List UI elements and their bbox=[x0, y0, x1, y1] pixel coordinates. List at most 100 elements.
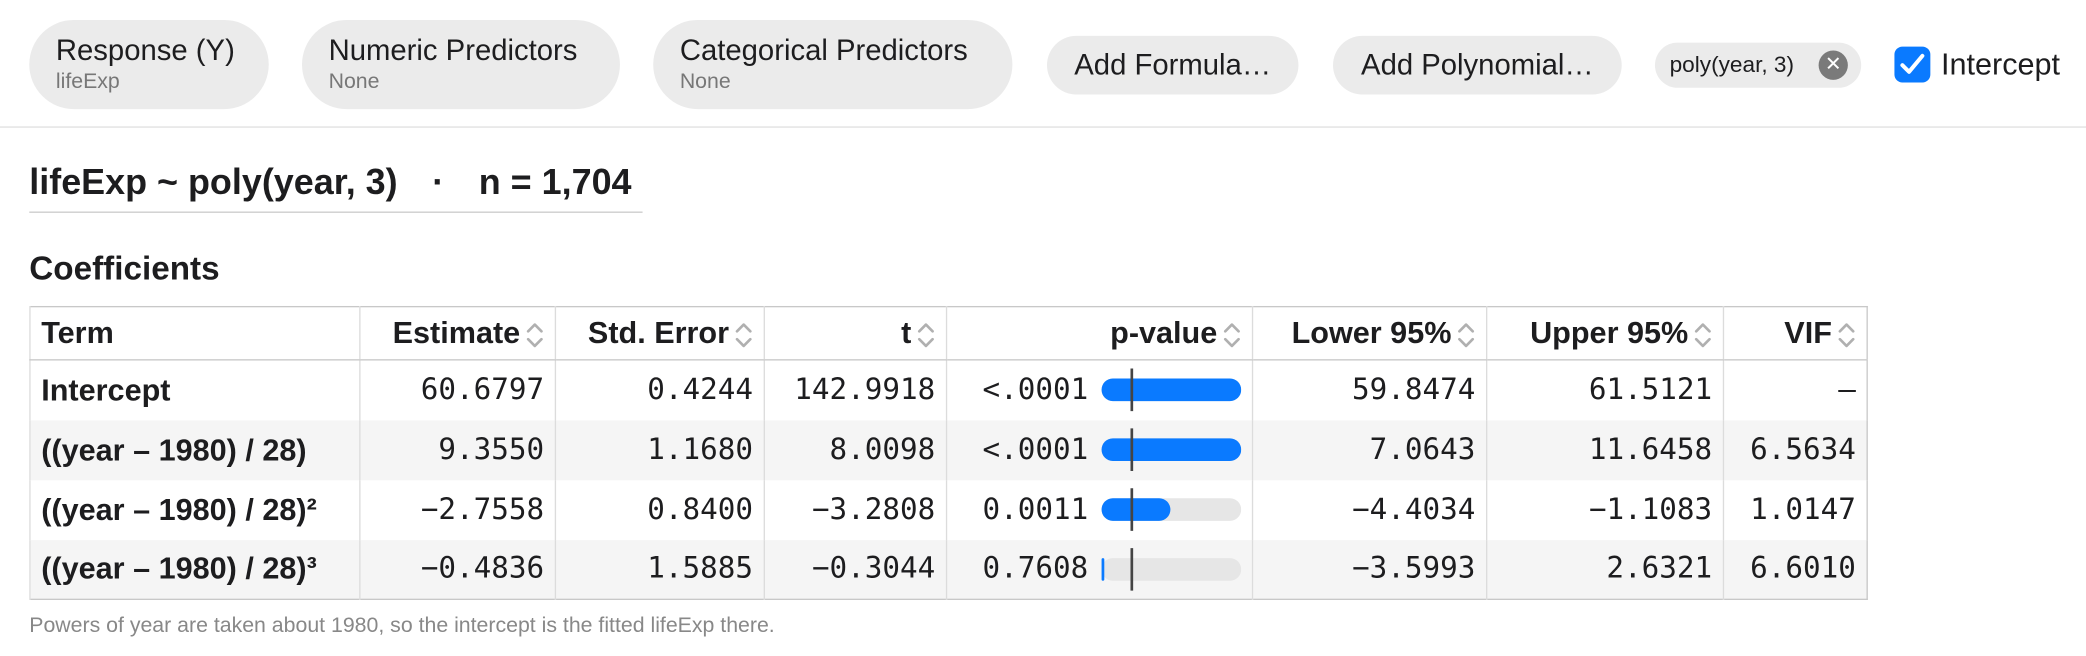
table-row: ((year – 1980) / 28)² −2.7558 0.8400 −3.280… bbox=[29, 479, 1868, 540]
cell-text: 6.5634 bbox=[1750, 433, 1856, 467]
header-label: p-value bbox=[1110, 315, 1218, 350]
table-row: Intercept 60.6797 0.4244 142.9918 <.0001 59.8… bbox=[29, 359, 1868, 420]
column-header[interactable]: VIF bbox=[1722, 306, 1868, 361]
sort-chevrons bbox=[1694, 323, 1711, 348]
token-label: poly(year, 3) bbox=[1669, 51, 1795, 78]
header-row: Term Estimate Std. Error t p-value Lower 95% U… bbox=[29, 306, 1868, 361]
intercept-checkbox[interactable] bbox=[1894, 46, 1931, 83]
p-value-cell: 0.7608 bbox=[958, 546, 1242, 591]
numeric-chip[interactable]: Numeric Predictors None bbox=[301, 19, 620, 110]
cell-text: −0.3044 bbox=[811, 552, 936, 586]
value-cell: −4.4034 bbox=[1251, 479, 1487, 540]
cell-text: 1.5885 bbox=[647, 552, 753, 586]
term-cell: ((year – 1980) / 28)² bbox=[29, 479, 360, 540]
sort-chevrons bbox=[1223, 323, 1240, 348]
term-cell: ((year – 1980) / 28) bbox=[29, 419, 360, 480]
column-header[interactable]: p-value bbox=[945, 306, 1253, 361]
value-cell: 142.9918 bbox=[763, 359, 947, 420]
value-cell: 1.5885 bbox=[554, 539, 765, 600]
table-row: ((year – 1980) / 28) 9.3550 1.1680 8.0098 <.… bbox=[29, 419, 1868, 480]
value-cell: 0.0011 bbox=[945, 479, 1253, 540]
value-cell: <.0001 bbox=[945, 359, 1253, 420]
cell-text: −1.1083 bbox=[1588, 492, 1713, 527]
value-cell: −0.4836 bbox=[359, 539, 556, 600]
cell-text: 61.5121 bbox=[1588, 373, 1713, 407]
column-header[interactable]: Estimate bbox=[359, 306, 556, 361]
p-value-bar bbox=[1101, 488, 1242, 531]
sort-icon bbox=[1838, 323, 1855, 348]
cell-text: 0.8400 bbox=[647, 492, 753, 527]
value-cell: 11.6458 bbox=[1486, 419, 1724, 480]
value-cell: −1.1083 bbox=[1486, 479, 1724, 540]
cell-text: 8.0098 bbox=[829, 433, 936, 467]
cell-text: −2.7558 bbox=[420, 492, 545, 527]
value-cell: 0.7608 bbox=[945, 539, 1253, 600]
value-cell: 0.8400 bbox=[554, 479, 765, 540]
header-label: Estimate bbox=[392, 315, 521, 350]
cell-text: 2.6321 bbox=[1606, 552, 1713, 586]
p-value-cell: 0.0011 bbox=[958, 487, 1242, 532]
chip-value: None bbox=[328, 70, 380, 94]
term-cell: ((year – 1980) / 28)³ bbox=[29, 539, 360, 600]
column-header[interactable]: Std. Error bbox=[554, 306, 765, 361]
sort-chevrons bbox=[526, 323, 543, 348]
cell-text: −3.2808 bbox=[811, 492, 936, 527]
footnote: Powers of year are taken about 1980, so … bbox=[29, 614, 775, 638]
table-row: ((year – 1980) / 28)³ −0.4836 1.5885 −0.304… bbox=[29, 539, 1868, 600]
bar-track bbox=[1101, 557, 1242, 581]
value-cell: 61.5121 bbox=[1486, 359, 1724, 420]
value-cell: 7.0643 bbox=[1251, 419, 1487, 480]
p-bar bbox=[1101, 557, 1105, 581]
column-header[interactable]: Lower 95% bbox=[1251, 306, 1487, 361]
sort-icon bbox=[1223, 323, 1240, 348]
cell-text: ((year – 1980) / 28) bbox=[41, 431, 307, 467]
term-cell: Intercept bbox=[29, 359, 360, 420]
sort-chevrons bbox=[735, 323, 752, 348]
section-title: Coefficients bbox=[29, 250, 220, 288]
separator: · bbox=[432, 162, 445, 203]
value-cell: 8.0098 bbox=[763, 419, 947, 480]
model: lifeExp ~ poly(year, 3) bbox=[29, 162, 398, 203]
cell-text: 6.6010 bbox=[1750, 552, 1856, 586]
sort-icon bbox=[526, 323, 543, 348]
value-cell: <.0001 bbox=[945, 419, 1253, 480]
chip-value: lifeExp bbox=[55, 70, 120, 94]
p-value-cell: <.0001 bbox=[958, 368, 1242, 413]
cell-text: −3.5993 bbox=[1352, 552, 1476, 586]
p-bar bbox=[1101, 438, 1242, 461]
p-bar bbox=[1101, 498, 1171, 521]
column-header[interactable]: Upper 95% bbox=[1486, 306, 1724, 361]
value-cell: −0.3044 bbox=[763, 539, 947, 600]
intercept-label[interactable]: Intercept bbox=[1940, 46, 2061, 82]
value-cell: 9.3550 bbox=[359, 419, 556, 480]
p-value-bar bbox=[1101, 547, 1242, 591]
value-cell: 1.1680 bbox=[554, 419, 765, 480]
chip-label: Categorical Predictors bbox=[679, 33, 968, 67]
cell-text: 0.4244 bbox=[647, 373, 753, 407]
value-cell: 1.0147 bbox=[1722, 479, 1868, 540]
remove-token[interactable]: ✕ bbox=[1818, 50, 1848, 80]
sort-chevrons bbox=[1838, 323, 1855, 348]
divider bbox=[0, 126, 2086, 128]
add-formula-button[interactable]: Add Formula… bbox=[1046, 35, 1299, 95]
cell-text: ((year – 1980) / 28)³ bbox=[41, 551, 317, 586]
coefficients-table: Term Estimate Std. Error t p-value Lower 95% U… bbox=[29, 305, 1868, 600]
cell-text: −0.4836 bbox=[420, 552, 545, 586]
value-cell: −3.2808 bbox=[763, 479, 947, 540]
column-header: Term bbox=[29, 306, 360, 361]
response-chip[interactable]: Response (Y) lifeExp bbox=[29, 19, 269, 110]
chip-value: None bbox=[679, 70, 731, 94]
cell-text: 1.1680 bbox=[647, 433, 753, 467]
sort-icon bbox=[1694, 323, 1711, 348]
header-label: Upper 95% bbox=[1530, 315, 1689, 350]
cell-text: 0.0011 bbox=[982, 492, 1089, 527]
add-polynomial-button[interactable]: Add Polynomial… bbox=[1333, 35, 1622, 95]
header-label: t bbox=[901, 315, 912, 350]
column-header[interactable]: t bbox=[763, 306, 947, 361]
cell-text: 59.8474 bbox=[1352, 373, 1476, 407]
value-cell: −2.7558 bbox=[359, 479, 556, 540]
cell-text: 0.7608 bbox=[982, 552, 1089, 586]
categorical-chip[interactable]: Categorical Predictors None bbox=[653, 19, 1013, 110]
